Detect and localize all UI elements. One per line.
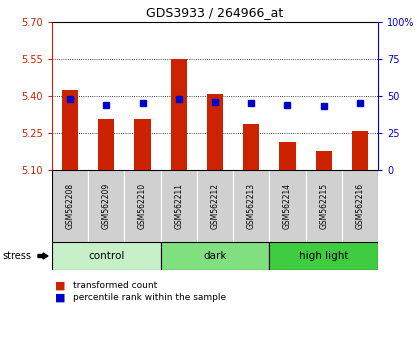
Bar <box>306 170 342 242</box>
Text: GSM562215: GSM562215 <box>319 183 328 229</box>
Bar <box>161 242 269 270</box>
Text: transformed count: transformed count <box>73 281 157 291</box>
Text: GSM562216: GSM562216 <box>355 183 365 229</box>
Text: high light: high light <box>299 251 349 261</box>
Bar <box>161 170 197 242</box>
Bar <box>134 119 151 170</box>
Text: stress: stress <box>2 251 31 261</box>
Bar <box>269 242 378 270</box>
Text: ■: ■ <box>55 293 66 303</box>
Text: GSM562212: GSM562212 <box>210 183 220 229</box>
Bar <box>98 119 115 170</box>
Bar <box>269 170 306 242</box>
Text: GSM562210: GSM562210 <box>138 183 147 229</box>
Text: GSM562208: GSM562208 <box>66 183 75 229</box>
Bar <box>88 170 124 242</box>
Bar <box>124 170 161 242</box>
Text: percentile rank within the sample: percentile rank within the sample <box>73 293 226 303</box>
Bar <box>279 142 296 170</box>
Bar <box>62 90 78 170</box>
Text: GSM562214: GSM562214 <box>283 183 292 229</box>
Text: GSM562213: GSM562213 <box>247 183 256 229</box>
Text: GSM562209: GSM562209 <box>102 183 111 229</box>
Text: ■: ■ <box>55 281 66 291</box>
Bar <box>197 170 233 242</box>
Text: dark: dark <box>203 251 227 261</box>
Bar <box>352 131 368 170</box>
Bar <box>315 152 332 170</box>
Text: control: control <box>88 251 124 261</box>
Bar <box>52 170 88 242</box>
Bar <box>342 170 378 242</box>
Bar <box>243 124 260 170</box>
Bar <box>207 93 223 170</box>
Title: GDS3933 / 264966_at: GDS3933 / 264966_at <box>147 6 284 19</box>
Bar <box>171 59 187 170</box>
Bar <box>233 170 269 242</box>
Bar <box>52 242 161 270</box>
Text: GSM562211: GSM562211 <box>174 183 183 229</box>
